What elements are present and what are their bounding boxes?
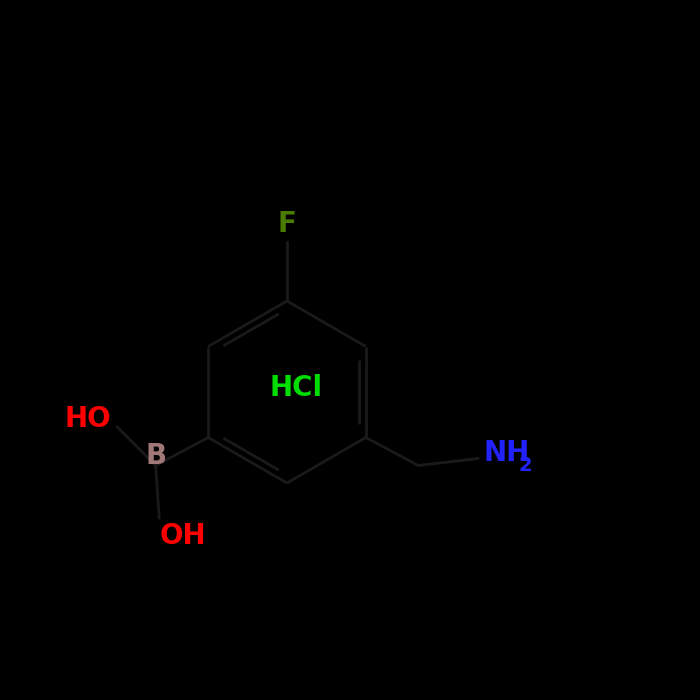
Text: OH: OH	[159, 522, 206, 550]
Text: HO: HO	[65, 405, 111, 433]
Text: B: B	[145, 442, 167, 470]
Text: NH: NH	[484, 439, 530, 467]
Text: 2: 2	[519, 456, 532, 475]
Text: F: F	[278, 210, 296, 238]
Text: HCl: HCl	[270, 374, 323, 402]
